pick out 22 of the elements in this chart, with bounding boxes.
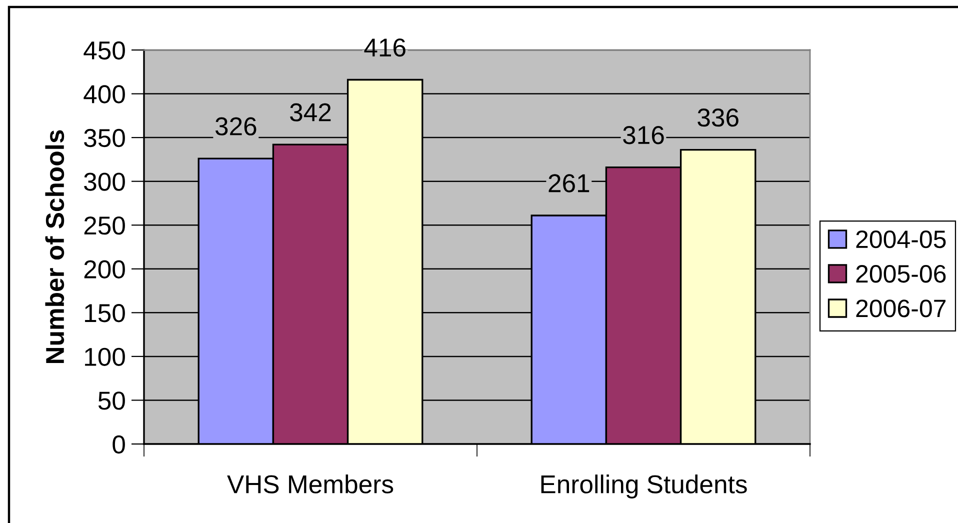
y-axis-title: Number of Schools [45, 130, 64, 364]
y-tick-label: 450 [84, 41, 125, 60]
y-tick-label: 50 [98, 392, 125, 410]
x-tick-label: Enrolling Students [541, 474, 747, 499]
y-tick-label: 0 [112, 435, 125, 454]
legend-label: 2005-06 [856, 265, 946, 283]
data-label: 316 [623, 126, 664, 144]
data-label: 326 [215, 117, 256, 136]
x-tick-label: VHS Members [227, 474, 394, 494]
y-tick-label: 250 [84, 216, 125, 235]
y-tick-label: 150 [85, 304, 125, 322]
legend-label: 2006-07 [856, 300, 946, 318]
data-label: 336 [698, 108, 738, 127]
y-tick-label: 350 [84, 128, 125, 148]
data-label: 416 [364, 38, 406, 57]
data-label: 261 [548, 174, 590, 192]
y-tick-label: 300 [84, 172, 125, 191]
legend-label: 2004-05 [856, 230, 946, 248]
y-tick-label: 100 [85, 348, 125, 366]
y-tick-label: 400 [84, 85, 125, 104]
data-label: 342 [290, 103, 331, 122]
y-tick-label: 200 [84, 260, 125, 278]
